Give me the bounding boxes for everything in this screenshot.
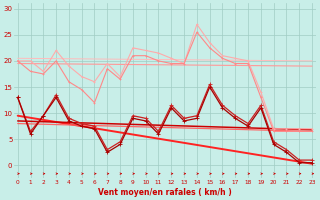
- X-axis label: Vent moyen/en rafales ( km/h ): Vent moyen/en rafales ( km/h ): [98, 188, 232, 197]
